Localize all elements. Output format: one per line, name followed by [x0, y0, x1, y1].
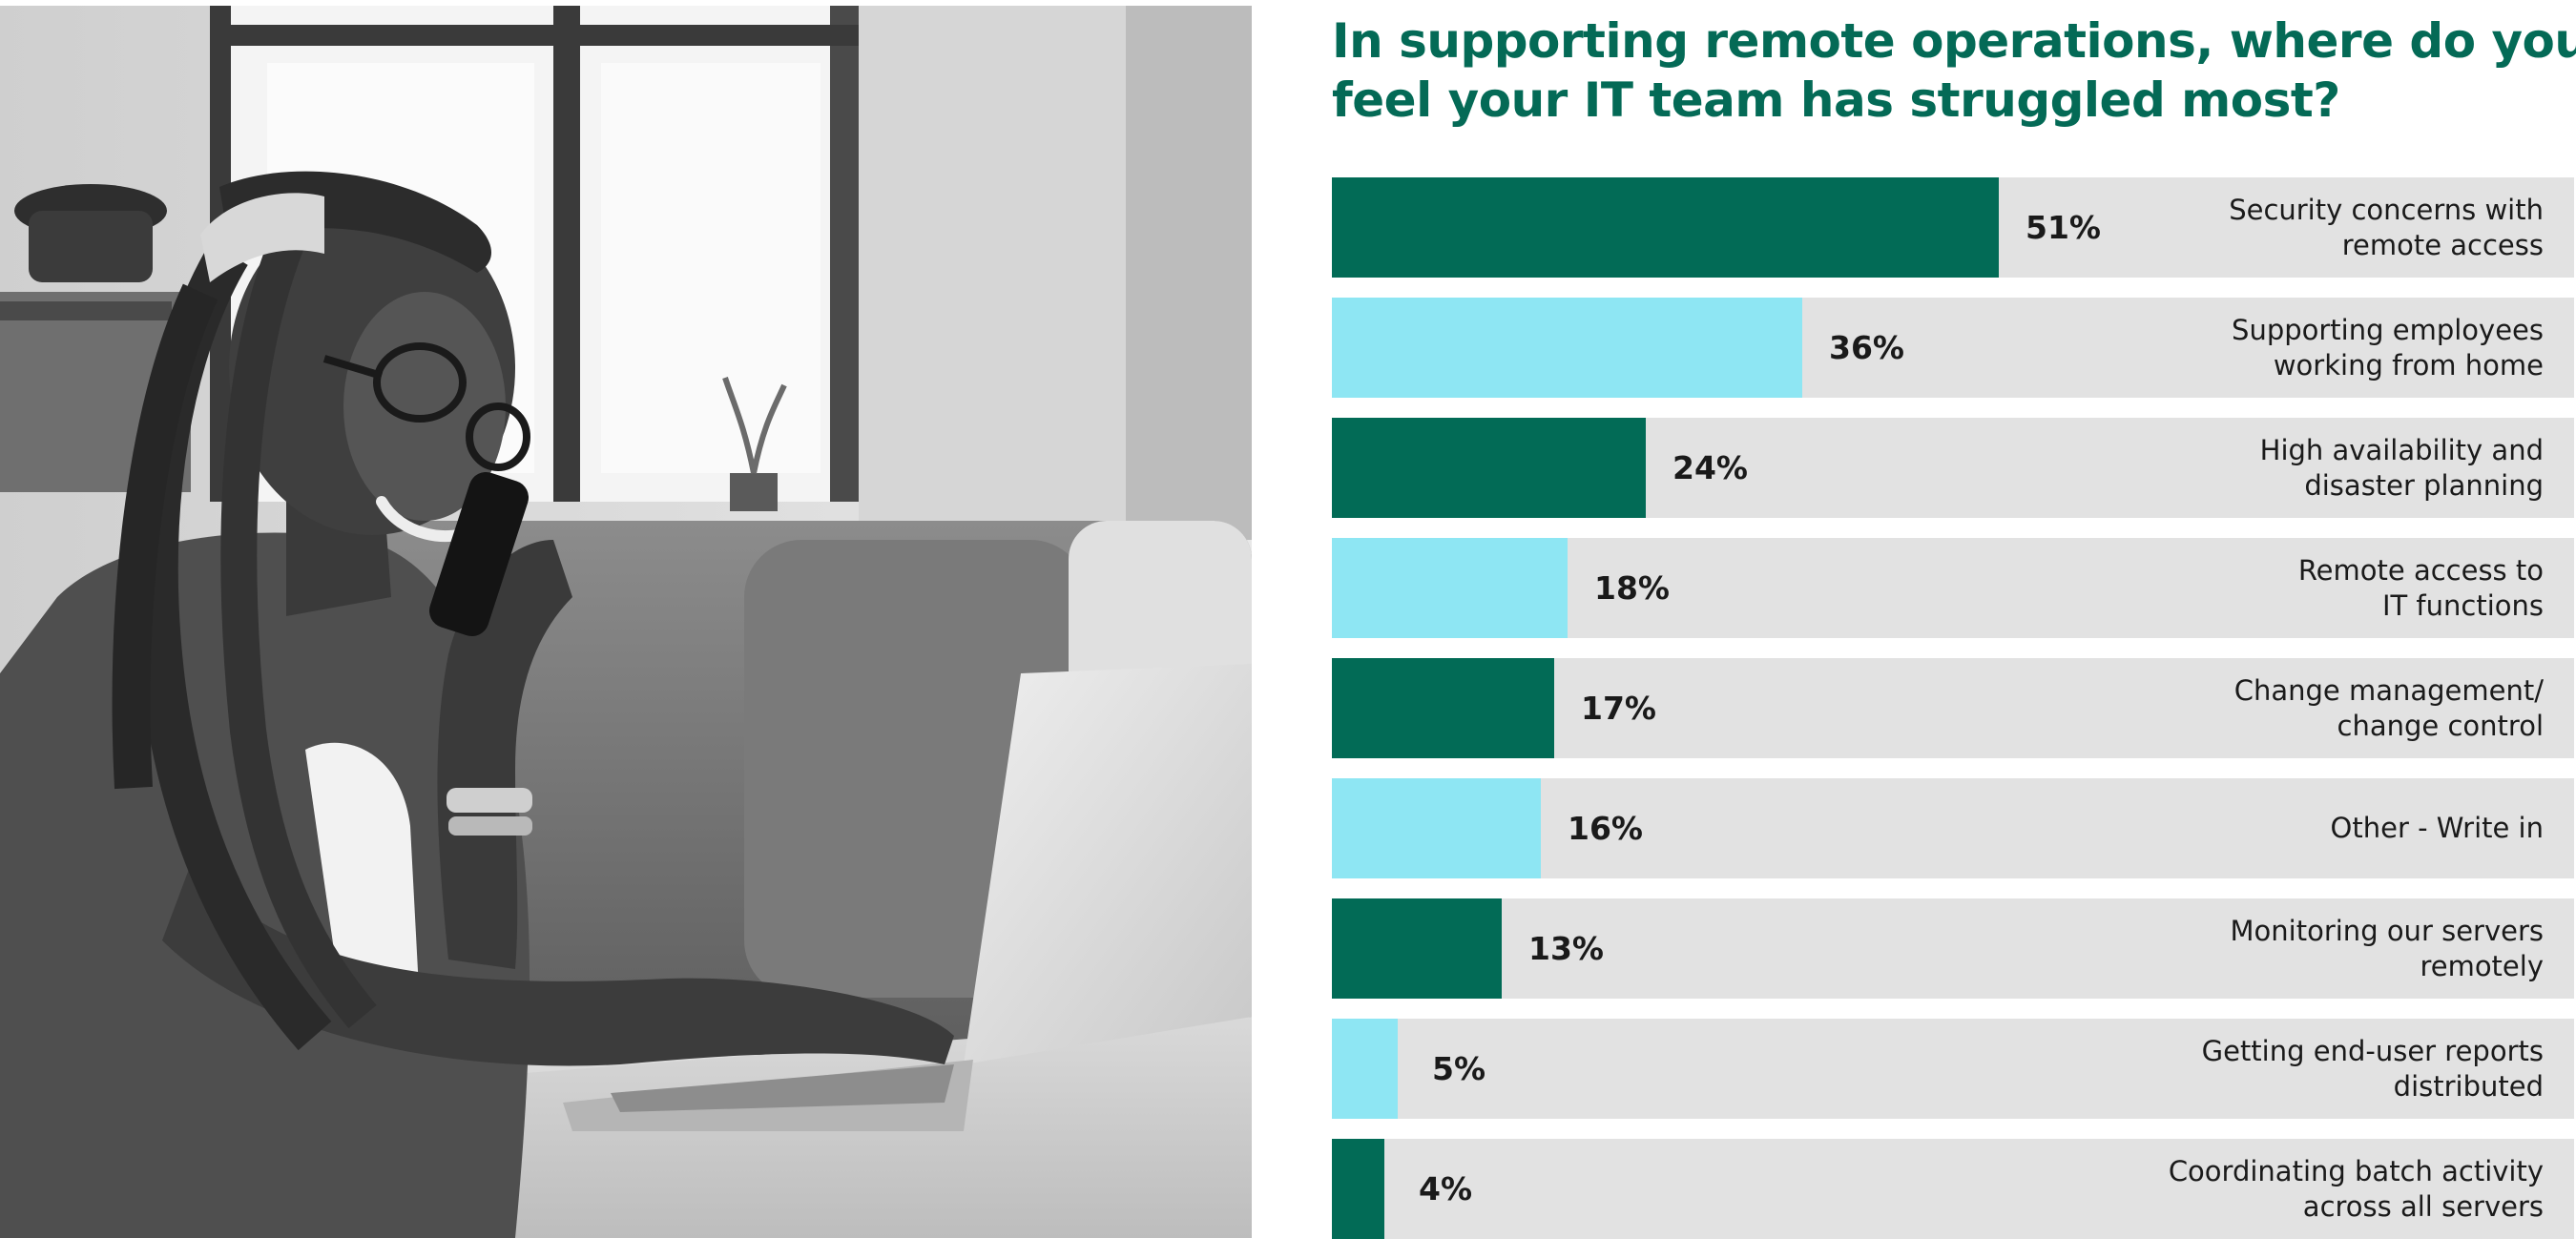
category-label-line: Security concerns with	[2229, 193, 2544, 226]
category-label: Remote access to IT functions	[2009, 538, 2544, 638]
category-label: High availability and disaster planning	[2009, 418, 2544, 518]
category-label: Other - Write in	[2009, 778, 2544, 878]
bar-row: 17% Change management/change control	[1332, 658, 2574, 758]
bar	[1332, 1019, 1398, 1119]
category-label-line: High availability and	[2259, 433, 2544, 466]
bar-row: 13% Monitoring our servers remotely	[1332, 898, 2574, 999]
category-label: Getting end-user reports distributed	[2009, 1019, 2544, 1119]
chart-title-line: feel your IT team has struggled most?	[1332, 72, 2340, 128]
category-label-line: Coordinating batch activity	[2168, 1154, 2544, 1187]
data-label: 17%	[1581, 690, 1656, 727]
data-label: 24%	[1672, 449, 1748, 486]
bar-row: 24% High availability and disaster plannin…	[1332, 418, 2574, 518]
bar-row: 4% Coordinating batch activity across all …	[1332, 1139, 2574, 1239]
bar	[1332, 1139, 1384, 1239]
bar-row: 16% Other - Write in	[1332, 778, 2574, 878]
bar	[1332, 177, 1999, 278]
category-label-line: Remote access to	[2297, 553, 2544, 587]
category-label: Coordinating batch activity across all se…	[2009, 1139, 2544, 1239]
bar-row: 51% Security concerns with remote access	[1332, 177, 2574, 278]
category-label: Supporting employees working from home	[2009, 298, 2544, 398]
category-label-line: Other - Write in	[2330, 812, 2544, 844]
category-label-line: Monitoring our servers	[2230, 914, 2544, 947]
chart-title-line: In supporting remote operations, where d…	[1332, 13, 2576, 69]
data-label: 5%	[1432, 1050, 1486, 1087]
bar	[1332, 298, 1802, 398]
category-label-line: Getting end-user reports	[2201, 1034, 2544, 1067]
bar	[1332, 778, 1541, 878]
category-label-line: Change management/	[2233, 673, 2544, 707]
chart-title: In supporting remote operations, where d…	[1332, 11, 2576, 130]
bar	[1332, 898, 1502, 999]
bar-row: 18% Remote access to IT functions	[1332, 538, 2574, 638]
data-label: 51%	[2025, 209, 2101, 246]
bar-row: 36% Supporting employees working from home	[1332, 298, 2574, 398]
data-label: 18%	[1594, 569, 1670, 607]
category-label: Change management/change control	[2009, 658, 2544, 758]
data-label: 4%	[1419, 1170, 1473, 1207]
data-label: 36%	[1829, 329, 1904, 366]
category-label-line: IT functions	[2381, 588, 2544, 622]
category-label-line: change control	[2337, 709, 2544, 742]
category-label-line: remote access	[2341, 228, 2544, 261]
category-label-line: working from home	[2273, 348, 2544, 382]
bar	[1332, 658, 1554, 758]
category-label-line: remotely	[2420, 949, 2544, 982]
photo-woman-on-phone-with-laptop	[0, 6, 1252, 1238]
category-label-line: disaster planning	[2304, 468, 2544, 502]
bar	[1332, 418, 1646, 518]
category-label-line: Supporting employees	[2232, 313, 2544, 346]
data-label: 16%	[1568, 810, 1643, 847]
category-label-line: across all servers	[2302, 1189, 2544, 1223]
bar-rows: 51% Security concerns with remote access 36…	[1332, 177, 2576, 1259]
category-label-line: distributed	[2393, 1069, 2544, 1103]
bar	[1332, 538, 1568, 638]
bar-row: 5% Getting end-user reports distributed	[1332, 1019, 2574, 1119]
category-label: Security concerns with remote access	[2009, 177, 2544, 278]
category-label: Monitoring our servers remotely	[2009, 898, 2544, 999]
bar-chart: In supporting remote operations, where d…	[1332, 0, 2576, 1239]
data-label: 13%	[1528, 930, 1604, 967]
